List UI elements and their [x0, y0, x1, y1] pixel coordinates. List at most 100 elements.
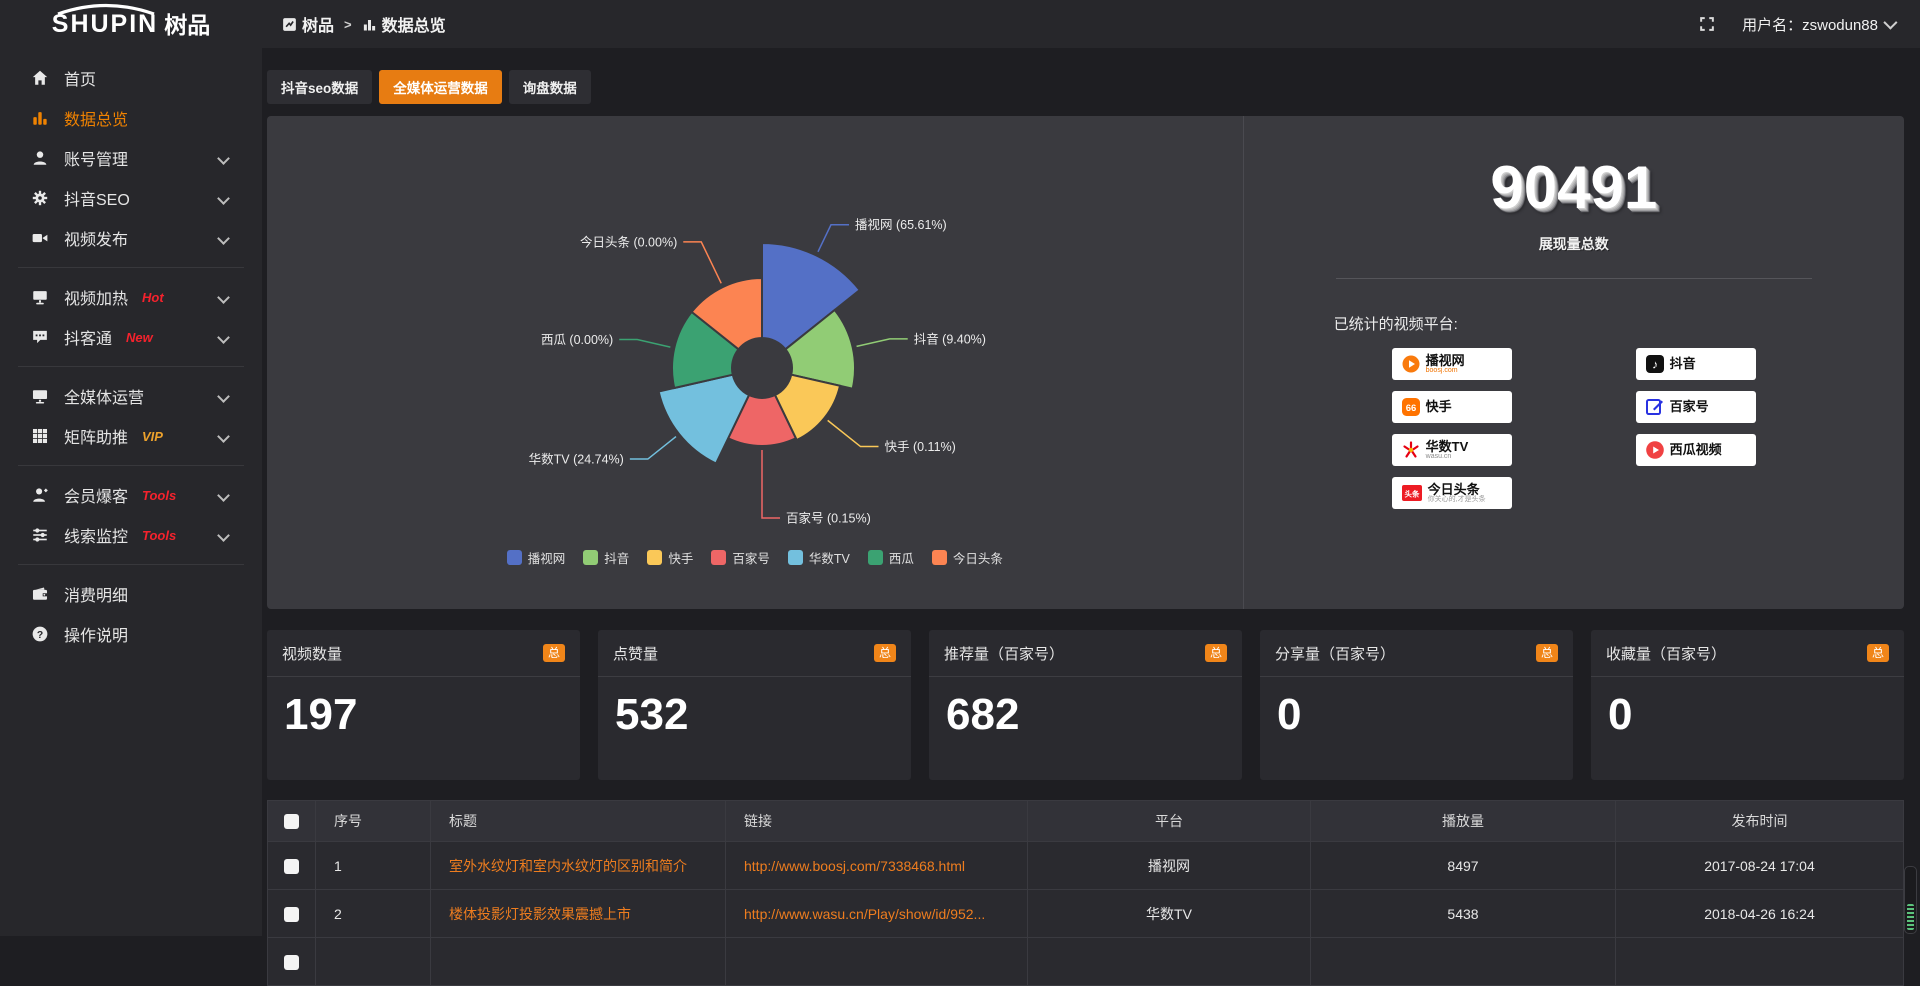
total-badge: 总: [542, 644, 565, 662]
legend-item-抖音[interactable]: 抖音: [583, 548, 629, 567]
table-header-标题: 标题: [430, 800, 726, 842]
legend-item-播视网[interactable]: 播视网: [506, 548, 566, 567]
platform-logo-texts: 播视网 boosj.com: [1425, 352, 1465, 375]
stat-card-value: 197: [284, 690, 358, 739]
app-logo[interactable]: SHUPIN 树品: [0, 3, 262, 37]
cell-empty: [725, 937, 1028, 986]
grid-icon: [30, 426, 50, 446]
legend-label: 播视网: [527, 552, 566, 566]
impressions-summary: 90491 展现量总数 已统计的视频平台: 播视网 boosj.com 66 快手 华数…: [1242, 116, 1904, 609]
pie-slice-华数TV[interactable]: [657, 373, 751, 465]
stat-card-value: 532: [615, 690, 689, 739]
chart-icon: [30, 108, 50, 128]
legend-swatch: [867, 550, 883, 565]
bar-chart-icon: [363, 19, 375, 30]
table-header-发布时间: 发布时间: [1615, 800, 1904, 842]
sidebar-item-label: 抖音SEO: [64, 192, 130, 209]
legend-label: 今日头条: [952, 552, 1003, 566]
summary-divider: [1336, 278, 1812, 279]
platform-sub-text: 你关心的,才是头条: [1427, 496, 1486, 504]
fullscreen-button[interactable]: [1696, 13, 1718, 35]
pie-label: 今日头条 (0.00%): [580, 234, 677, 249]
cell-title[interactable]: 室外水纹灯和室内水纹灯的区别和简介: [430, 841, 726, 890]
home-icon: [30, 68, 50, 88]
sidebar-item-label: 会员爆客: [64, 489, 129, 506]
boosj-logo-icon: [1401, 354, 1421, 374]
platform-name: 播视网: [1425, 352, 1465, 368]
stat-card-0: 视频数量 总 197: [267, 630, 580, 780]
pie-slice-西瓜[interactable]: [671, 310, 740, 390]
platform-name: 西瓜视频: [1669, 442, 1722, 458]
row-select-cell: [267, 937, 316, 986]
row-checkbox[interactable]: [284, 858, 299, 874]
pie-slice-今日头条[interactable]: [690, 276, 763, 351]
table-header-链接: 链接: [725, 800, 1028, 842]
platform-name: 华数TV: [1425, 438, 1469, 454]
legend-item-百家号[interactable]: 百家号: [711, 548, 770, 567]
topbar: SHUPIN 树品 树品 > 数据总览 用户名：zswodun88: [0, 0, 1920, 48]
select-all-checkbox[interactable]: [284, 814, 299, 830]
pie-slice-快手[interactable]: [773, 373, 842, 442]
platform-name: 快手: [1425, 399, 1452, 415]
stat-cards-row: 视频数量总 197 点赞量总 532 推荐量（百家号）总 682 分享量（百家号）总 0 收藏量…: [267, 630, 1904, 780]
sidebar-item-clue-monitor[interactable]: 线索监控 Tools: [0, 515, 262, 555]
username-label: 用户名：zswodun88: [1742, 16, 1878, 34]
scrollbar-thumb[interactable]: [1904, 866, 1917, 934]
legend-item-今日头条[interactable]: 今日头条: [931, 548, 1003, 567]
cell-link[interactable]: http://www.wasu.cn/Play/show/id/952...: [725, 889, 1028, 938]
table-header-播放量: 播放量: [1310, 800, 1616, 842]
sidebar-item-label: 全媒体运营: [64, 390, 145, 407]
sidebar-item-operation-guide[interactable]: ? 操作说明: [0, 614, 262, 654]
pie-label-line: [629, 435, 677, 460]
cell-views: 8497: [1310, 841, 1616, 890]
cell-empty: [1027, 937, 1311, 986]
chevron-down-icon: [217, 290, 230, 304]
legend-item-西瓜[interactable]: 西瓜: [867, 548, 914, 567]
sidebar-item-video-publish[interactable]: 视频发布: [0, 218, 262, 258]
legend-item-华数TV[interactable]: 华数TV: [787, 548, 850, 567]
row-checkbox[interactable]: [284, 954, 299, 970]
pie-slice-播视网[interactable]: [761, 241, 862, 351]
sidebar-item-douyin-seo[interactable]: 抖音SEO: [0, 178, 262, 218]
sidebar-item-data-overview[interactable]: 数据总览: [0, 98, 262, 138]
chevron-down-icon: [217, 191, 230, 205]
sidebar-item-label: 数据总览: [64, 112, 129, 129]
topbar-right: 用户名：zswodun88: [1696, 13, 1920, 35]
sidebar-item-matrix-boost[interactable]: 矩阵助推 VIP: [0, 416, 262, 456]
sidebar-divider: [18, 366, 244, 367]
breadcrumb-root-label: 树品: [302, 18, 335, 35]
row-checkbox[interactable]: [284, 906, 299, 922]
platform-logo-texts: 百家号: [1670, 400, 1709, 414]
tab-inquiry-data[interactable]: 询盘数据: [508, 70, 591, 104]
tab-douyin-seo-data[interactable]: 抖音seo数据: [267, 70, 373, 104]
legend-item-快手[interactable]: 快手: [647, 548, 693, 567]
breadcrumb-current[interactable]: 数据总览: [362, 12, 446, 36]
breadcrumb-root[interactable]: 树品: [282, 12, 334, 36]
pie-slice-抖音[interactable]: [784, 308, 856, 390]
main-content: 抖音seo数据 全媒体运营数据 询盘数据 播视网 (65.61%) 抖音 (9.40%…: [267, 48, 1904, 986]
breadcrumb-separator: >: [344, 16, 352, 32]
sidebar-item-member-burst[interactable]: 会员爆客 Tools: [0, 475, 262, 515]
gear-icon: [30, 188, 50, 208]
stat-card-header: 分享量（百家号） 总: [1260, 630, 1573, 677]
tab-media-operation-data[interactable]: 全媒体运营数据: [379, 70, 502, 104]
sidebar-item-home[interactable]: 首页: [0, 58, 262, 98]
cell-empty: [1310, 937, 1616, 986]
pie-label-line: [619, 338, 671, 348]
sidebar-item-video-heating[interactable]: 视频加热 Hot: [0, 277, 262, 317]
sidebar-item-account-manage[interactable]: 账号管理: [0, 138, 262, 178]
platform-logo-wasu: 华数TV wasu.cn: [1391, 434, 1512, 466]
user-menu[interactable]: 用户名：zswodun88: [1742, 14, 1898, 35]
sidebar-item-douketong[interactable]: 抖客通 New: [0, 317, 262, 357]
table-header-平台: 平台: [1027, 800, 1311, 842]
cell-link[interactable]: http://www.boosj.com/7338468.html: [725, 841, 1028, 890]
pie-label: 百家号 (0.15%): [786, 511, 871, 526]
kuaishou-logo-icon: 66: [1401, 397, 1421, 417]
table-header-row: 序号 标题 链接 平台 播放量 发布时间: [267, 800, 1904, 842]
platform-share-pie-chart: 播视网 (65.61%) 抖音 (9.40%) 快手 (0.11%) 百家号 (0.1…: [267, 116, 1243, 609]
sidebar-item-consume-detail[interactable]: 消费明细: [0, 574, 262, 614]
cell-title[interactable]: 楼体投影灯投影效果震撼上市: [430, 889, 726, 938]
stat-card-header: 收藏量（百家号） 总: [1591, 630, 1904, 677]
table-row: 1 室外水纹灯和室内水纹灯的区别和简介 http://www.boosj.com/7…: [267, 841, 1904, 890]
sidebar-item-media-operation[interactable]: 全媒体运营: [0, 376, 262, 416]
